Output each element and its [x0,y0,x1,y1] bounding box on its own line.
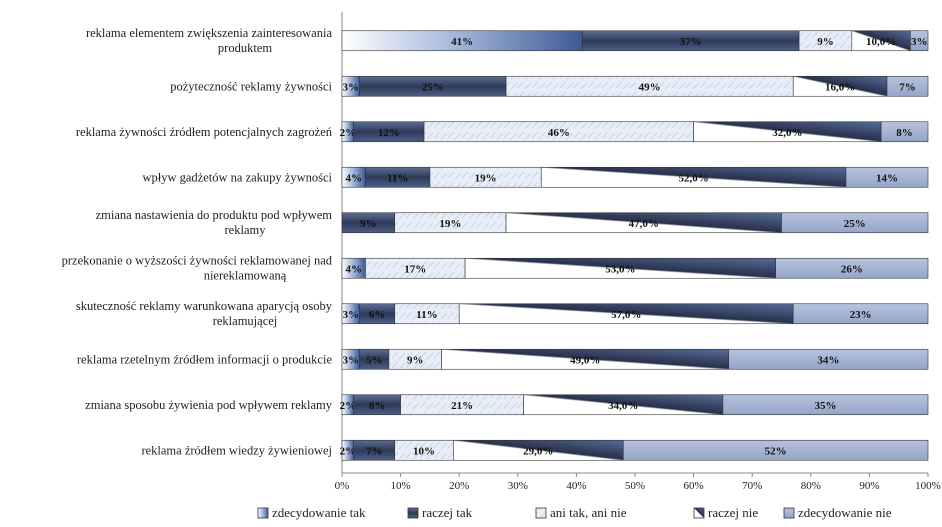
x-tick-label: 30% [508,480,528,492]
legend-label: raczej tak [422,505,473,520]
bar-segment [886,75,929,97]
data-label: 29,0% [523,445,553,457]
legend-swatch [257,507,269,519]
data-label: 3% [343,309,360,321]
x-tick-label: 0% [335,480,350,492]
x-tick-label: 10% [391,480,411,492]
category-label: reklama źródłem wiedzy żywieniowej [141,443,332,457]
data-label: 23% [850,309,872,321]
data-label: 35% [814,400,836,412]
category-label: wpływ gadżetów na zakupy żywności [142,170,332,184]
category-label: reklama elementem zwiększenia zaintereso… [86,26,333,55]
data-label: 12% [378,127,400,139]
data-label: 2% [340,400,357,412]
data-label: 3% [343,354,360,366]
legend-swatch [783,507,795,519]
data-label: 2% [340,127,357,139]
bar-segment [781,212,929,234]
data-label: 41% [451,36,473,48]
legend-swatch [407,507,419,519]
data-label: 6% [369,309,386,321]
x-tick-label: 20% [449,480,469,492]
data-label: 19% [475,172,497,184]
data-label: 3% [911,36,928,48]
data-label: 53,0% [605,263,635,275]
data-label: 2% [340,445,357,457]
data-label: 9% [407,354,424,366]
data-label: 7% [899,81,916,93]
legend-label: zdecydowanie nie [798,505,892,520]
x-tick-label: 100% [915,480,941,492]
data-label: 16,0% [825,81,855,93]
data-label: 46% [548,127,570,139]
bar-segment [845,166,929,188]
data-label: 14% [876,172,898,184]
data-label: 52% [765,445,787,457]
bar-segment [775,257,929,279]
legend-label: raczej nie [708,505,758,520]
data-label: 3% [343,81,360,93]
data-label: 8% [369,400,386,412]
data-label: 37% [680,36,702,48]
x-tick-label: 70% [742,480,762,492]
data-label: 52,0% [678,172,708,184]
category-label: reklama żywności źródłem potencjalnych z… [76,125,333,139]
data-label: 25% [844,218,866,230]
data-label: 34,0% [608,400,638,412]
category-label: skuteczność reklamy warunkowana aparycją… [76,299,333,328]
bar-segment [622,439,929,461]
bar-segment [728,348,929,370]
legend-swatch [535,507,547,519]
data-label: 17% [404,263,426,275]
x-tick-label: 60% [684,480,704,492]
x-tick-label: 40% [566,480,586,492]
category-label: pożyteczność reklamy żywności [170,79,332,93]
bar-segment [722,394,929,416]
legend: zdecydowanie tak raczej tak ani tak, ani n… [257,505,892,520]
data-label: 4% [345,263,362,275]
data-label: 49% [639,81,661,93]
data-label: 25% [422,81,444,93]
x-tick-label: 50% [625,480,645,492]
data-label: 19% [439,218,461,230]
data-label: 49,0% [570,354,600,366]
data-label: 47,0% [629,218,659,230]
data-label: 34% [817,354,839,366]
data-label: 11% [416,309,437,321]
data-label: 57,0% [611,309,641,321]
data-label: 8% [896,127,913,139]
x-tick-label: 90% [859,480,879,492]
data-label: 32,0% [772,127,802,139]
x-tick-label: 80% [801,480,821,492]
data-label: 5% [366,354,383,366]
bar-segment [792,303,929,325]
legend-label: ani tak, ani nie [550,505,627,520]
category-label: zmiana sposobu żywienia pod wpływem rekl… [85,398,333,412]
data-label: 10% [413,445,435,457]
data-label: 11% [387,172,408,184]
bar-segment [880,121,929,143]
data-label: 7% [366,445,383,457]
legend-swatch [693,507,705,519]
legend-label: zdecydowanie tak [272,505,366,520]
bar-segment [910,30,929,52]
data-label: 9% [360,218,377,230]
category-label: przekonanie o wyższości żywności reklamo… [62,253,333,282]
data-label: 26% [841,263,863,275]
data-label: 4% [345,172,362,184]
category-label: zmiana nastawienia do produktu pod wpływ… [96,208,333,237]
category-label: reklama rzetelnym źródłem informacji o p… [77,352,333,366]
data-label: 9% [817,36,834,48]
data-label: 21% [451,400,473,412]
data-label: 10,0% [866,36,896,48]
